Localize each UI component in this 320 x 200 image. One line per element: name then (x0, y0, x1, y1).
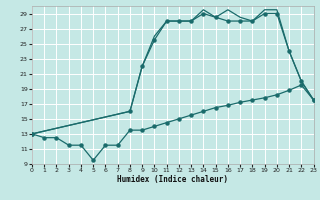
X-axis label: Humidex (Indice chaleur): Humidex (Indice chaleur) (117, 175, 228, 184)
